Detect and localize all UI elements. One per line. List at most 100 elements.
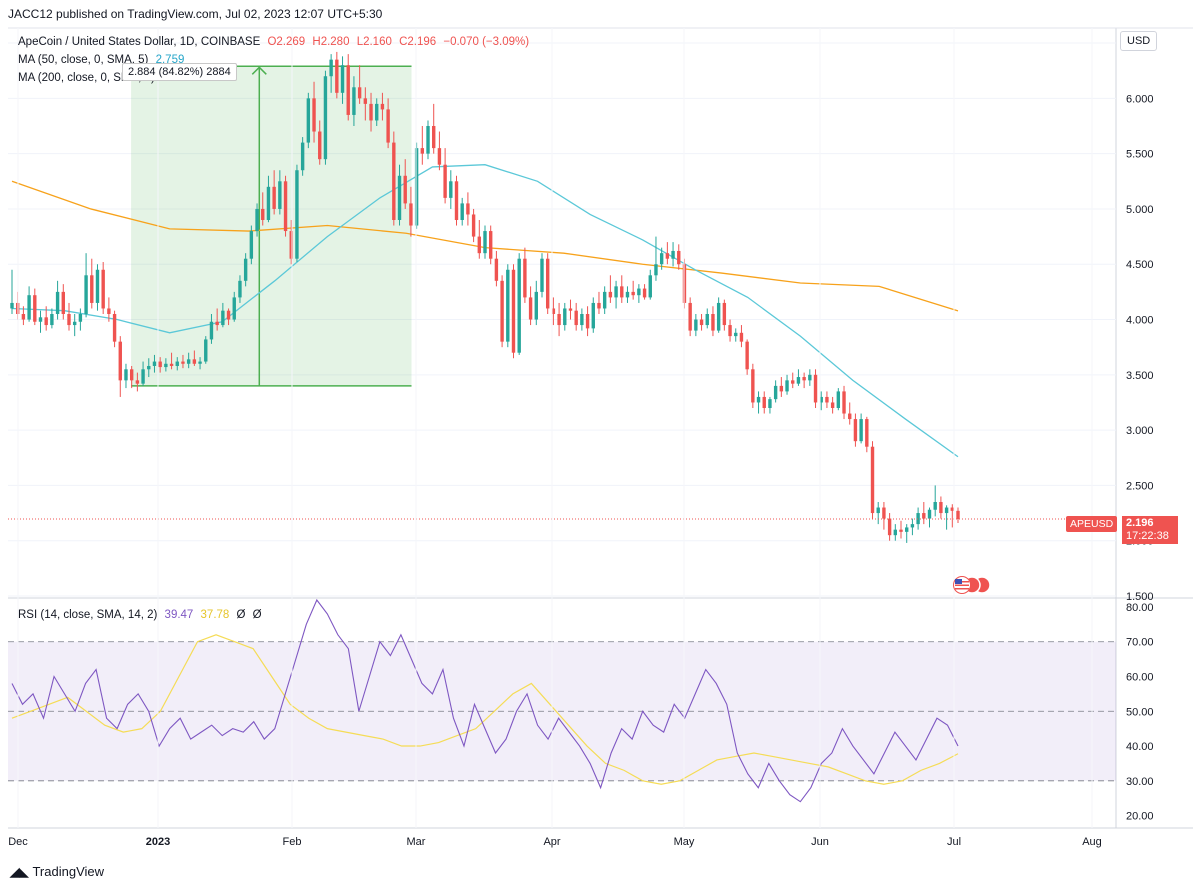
candle-body bbox=[585, 314, 590, 329]
candle-body bbox=[836, 391, 841, 408]
candle-body bbox=[101, 269, 105, 309]
candle-body bbox=[243, 258, 248, 281]
candle-body bbox=[916, 513, 920, 525]
candle-body bbox=[346, 65, 350, 115]
candle-body bbox=[699, 319, 704, 326]
candle-body bbox=[380, 103, 385, 110]
ma200-label: MA (200, close, 0, SMA, 5) bbox=[18, 72, 155, 84]
rsi-extra-2: Ø bbox=[252, 609, 262, 621]
candle-body bbox=[648, 275, 652, 298]
candle-body bbox=[848, 413, 852, 420]
candle-body bbox=[33, 295, 37, 322]
us-flag-events-icon[interactable] bbox=[953, 575, 991, 595]
candle-body bbox=[397, 175, 402, 220]
rsi-tick-label: 70.00 bbox=[1126, 637, 1154, 649]
candle-body bbox=[808, 374, 812, 381]
candle-body bbox=[711, 314, 715, 331]
candle-body bbox=[95, 269, 100, 303]
candle-body bbox=[488, 231, 493, 259]
time-tick-label: Apr bbox=[543, 836, 560, 848]
candle-body bbox=[899, 529, 903, 532]
candle-body bbox=[409, 203, 413, 226]
rsi-ma-value: 37.78 bbox=[200, 609, 230, 621]
candle-body bbox=[614, 286, 618, 298]
candle-body bbox=[637, 288, 641, 296]
candle-body bbox=[67, 314, 71, 326]
candle-body bbox=[922, 513, 926, 519]
candle-body bbox=[186, 359, 191, 364]
candle-body bbox=[865, 419, 869, 447]
rsi-tick-label: 50.00 bbox=[1126, 706, 1154, 718]
rsi-tick-label: 20.00 bbox=[1126, 811, 1154, 823]
candle-body bbox=[933, 502, 937, 510]
candle-body bbox=[129, 369, 134, 381]
candle-body bbox=[944, 507, 949, 514]
candle-body bbox=[72, 321, 77, 326]
candle-body bbox=[568, 308, 573, 311]
brand-name: TradingView bbox=[32, 864, 105, 879]
rsi-tick-label: 40.00 bbox=[1126, 741, 1154, 753]
time-tick-label: Aug bbox=[1082, 836, 1102, 848]
candle-body bbox=[107, 308, 111, 314]
candle-body bbox=[694, 319, 698, 331]
candle-body bbox=[369, 103, 373, 121]
candle-body bbox=[620, 286, 624, 298]
candle-body bbox=[147, 365, 151, 370]
symbol-name[interactable]: ApeCoin / United States Dollar, 1D, COIN… bbox=[18, 36, 261, 48]
candle-body bbox=[825, 396, 829, 403]
candle-body bbox=[437, 148, 442, 165]
candle-body bbox=[141, 369, 145, 384]
candle-body bbox=[329, 59, 333, 77]
candle-body bbox=[392, 142, 396, 220]
candle-body bbox=[443, 164, 447, 198]
candle-body bbox=[716, 302, 721, 331]
candle-body bbox=[55, 291, 60, 314]
time-tick-label: Jul bbox=[947, 836, 961, 848]
measure-label: 2.884 (84.82%) 2884 bbox=[122, 63, 237, 81]
candle-body bbox=[796, 377, 801, 384]
rsi-tick-label: 80.00 bbox=[1126, 602, 1154, 614]
currency-button[interactable]: USD bbox=[1120, 31, 1158, 51]
candle-body bbox=[340, 65, 345, 93]
price-tick-label: 4.500 bbox=[1126, 259, 1154, 271]
price-tick-label: 2.500 bbox=[1126, 480, 1154, 492]
last-price: 2.196 bbox=[1126, 517, 1154, 529]
measure-arrow-head bbox=[251, 66, 267, 75]
tradingview-logo[interactable]: ◢◣ TradingView bbox=[10, 864, 104, 879]
candle-body bbox=[21, 314, 26, 320]
rsi-legend[interactable]: RSI (14, close, SMA, 14, 2) 39.47 37.78 … bbox=[18, 609, 266, 621]
candle-body bbox=[232, 297, 236, 320]
candle-body bbox=[204, 339, 208, 362]
candle-body bbox=[471, 214, 476, 237]
price-tick-label: 5.000 bbox=[1126, 204, 1154, 216]
candle-body bbox=[791, 380, 795, 384]
candle-body bbox=[483, 231, 487, 254]
rsi-ma-line bbox=[11, 634, 959, 785]
rsi-tick-label: 30.00 bbox=[1126, 776, 1154, 788]
candle-body bbox=[551, 308, 556, 314]
candle-body bbox=[226, 310, 231, 320]
last-price-tag: 2.196 17:22:38 bbox=[1122, 516, 1178, 544]
candle-body bbox=[50, 314, 54, 326]
candle-body bbox=[158, 361, 162, 368]
candle-body bbox=[540, 258, 544, 292]
candle-body bbox=[449, 181, 453, 198]
candle-body bbox=[688, 302, 692, 331]
candle-body bbox=[870, 446, 875, 514]
candle-body bbox=[363, 98, 368, 104]
candle-body bbox=[591, 302, 595, 329]
candle-body bbox=[511, 269, 516, 353]
candle-body bbox=[602, 291, 607, 309]
candle-body bbox=[654, 264, 658, 276]
candle-body bbox=[289, 231, 293, 259]
candle-body bbox=[859, 419, 863, 442]
candle-body bbox=[625, 291, 630, 298]
candle-body bbox=[27, 295, 31, 320]
candle-body bbox=[745, 341, 749, 370]
candle-body bbox=[221, 310, 225, 326]
rsi-value: 39.47 bbox=[164, 609, 194, 621]
candle-body bbox=[927, 509, 932, 519]
candle-body bbox=[528, 297, 533, 320]
candle-body bbox=[403, 175, 407, 204]
